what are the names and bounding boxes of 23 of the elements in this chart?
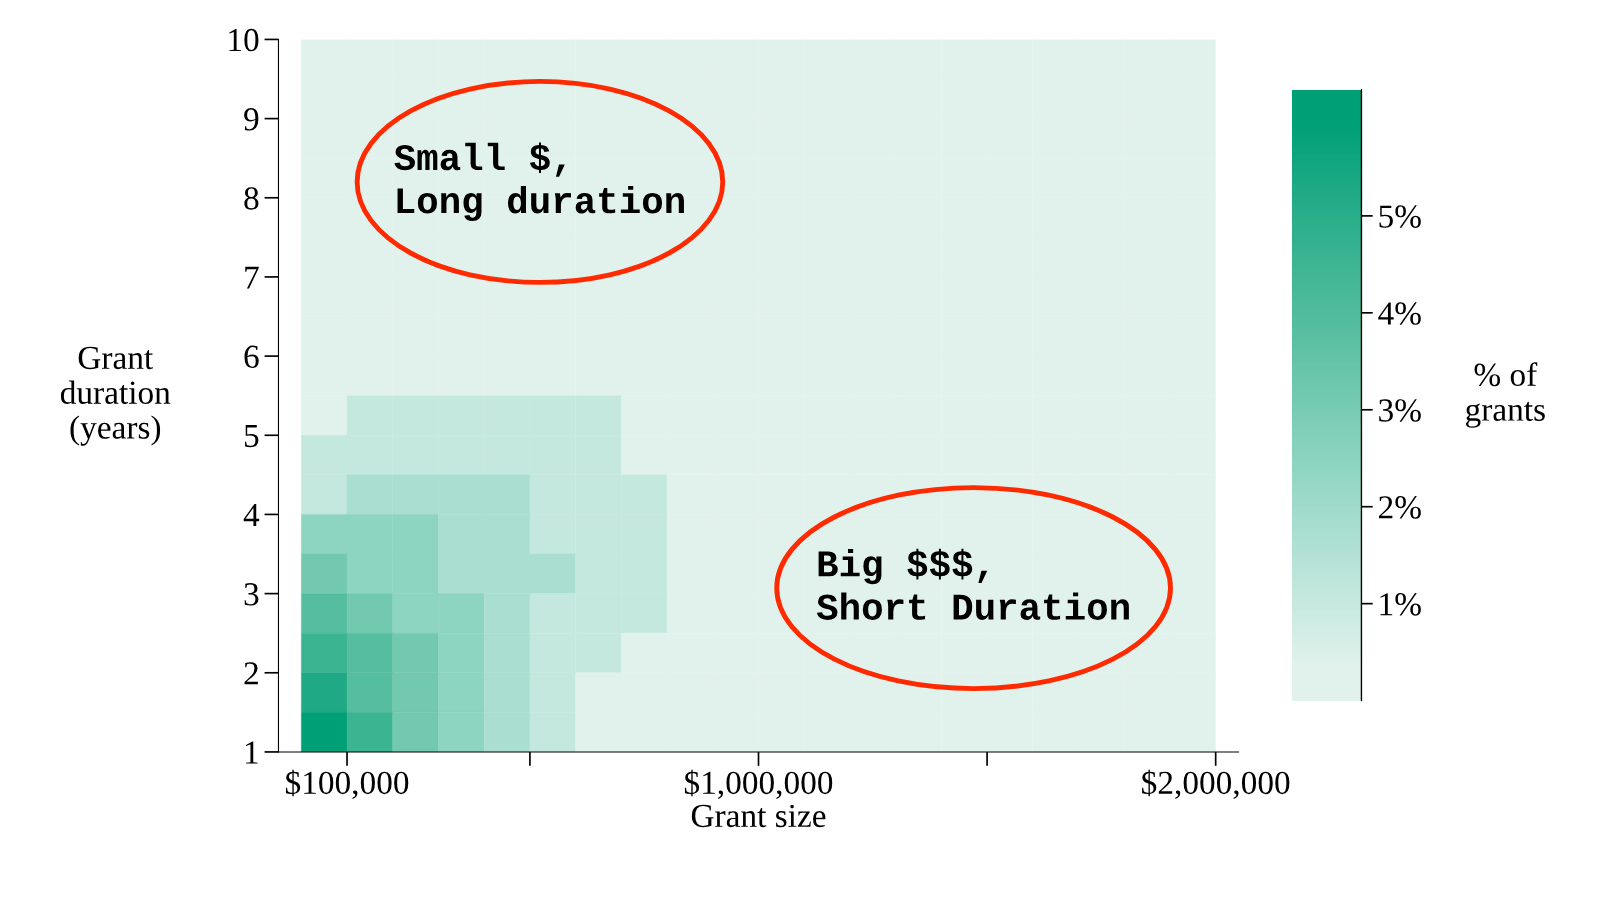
y-tick-label: 7 xyxy=(245,266,259,289)
color-bar-label: 2% xyxy=(1379,496,1421,519)
x-tick-label: $1,000,000 xyxy=(684,769,833,799)
y-tick-label: 2 xyxy=(244,662,258,685)
annotation: Big $$$, Short Duration xyxy=(816,548,1129,620)
x-tick-label: $100,000 xyxy=(285,769,409,799)
y-tick-label: 8 xyxy=(244,187,259,210)
color-bar-label: 1% xyxy=(1380,593,1421,616)
y-tick-label: 1 xyxy=(245,741,258,764)
x-tick-label: $2,000,000 xyxy=(1142,769,1290,799)
color-bar-label: 4% xyxy=(1378,302,1421,325)
color-bar-label: 5% xyxy=(1379,205,1421,228)
y-tick-label: 10 xyxy=(229,28,259,52)
y-axis-title: Grant duration (years) xyxy=(60,346,171,446)
y-tick-label: 3 xyxy=(244,583,259,606)
y-tick-label: 9 xyxy=(244,108,259,131)
color-bar-label: 3% xyxy=(1379,399,1421,422)
color-bar-title: % of grants xyxy=(1466,362,1545,428)
x-axis-title: Grant size xyxy=(691,804,826,828)
y-tick-label: 6 xyxy=(244,345,259,368)
annotation: Small $, Long duration xyxy=(394,142,684,222)
y-tick-label: 4 xyxy=(243,504,260,526)
y-tick-label: 5 xyxy=(244,425,259,448)
